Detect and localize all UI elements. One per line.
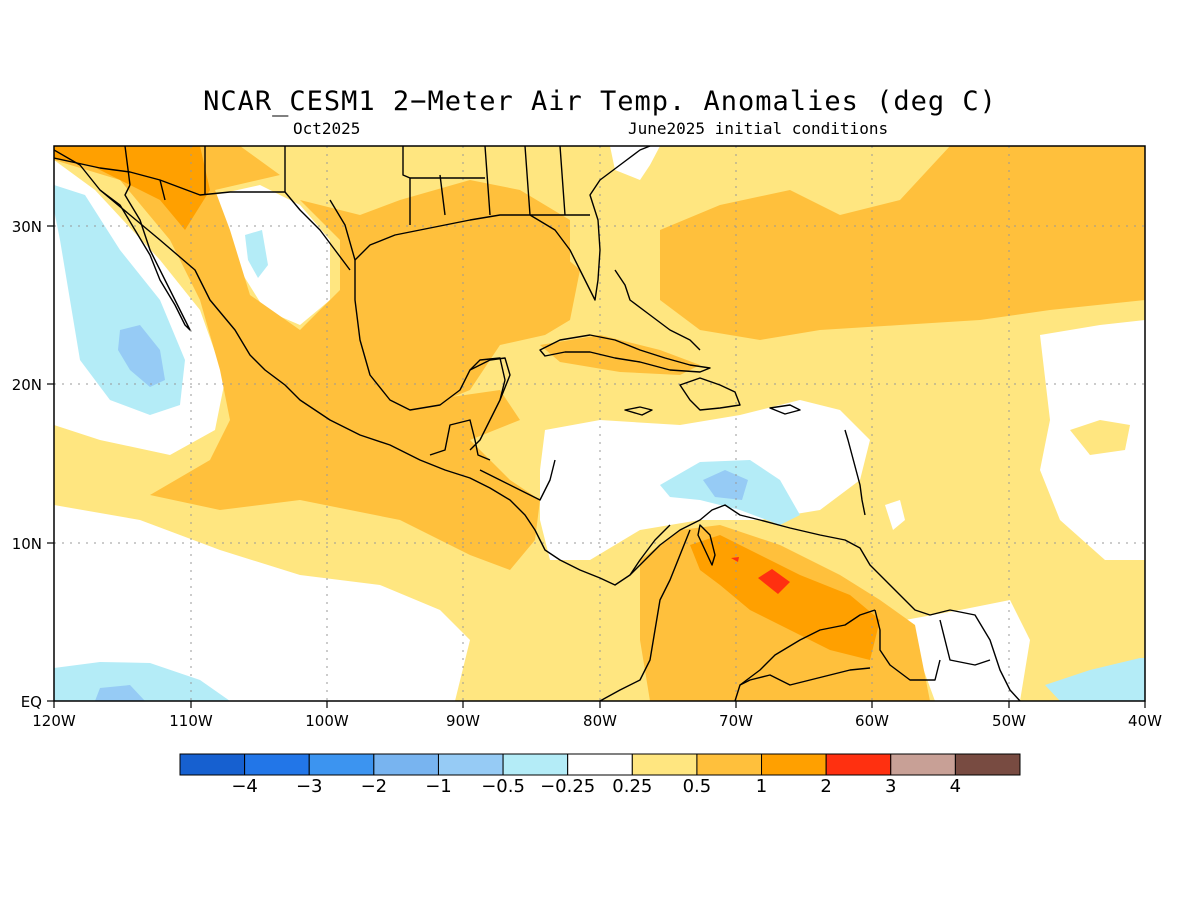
colorbar-label-1: −3 [296, 776, 323, 797]
colorbar-swatch-6 [567, 753, 633, 776]
colorbar-swatch-1 [244, 753, 310, 776]
colorbar-swatch-8 [696, 753, 763, 776]
y-tick-10n: 10N [12, 535, 42, 553]
colorbar-swatch-11 [890, 753, 956, 776]
colorbar-label-5: −0.25 [540, 776, 595, 797]
colorbar-swatch-4 [437, 753, 504, 776]
field-lightblue-caribbean [703, 470, 748, 500]
anomaly-field [54, 146, 1145, 701]
border-honduras-nicaragua [479, 459, 556, 501]
border-suriname-french-guiana [939, 619, 991, 666]
x-tick-50w: 50W [992, 712, 1026, 730]
colorbar-label-4: −0.5 [481, 776, 525, 797]
chart-title: NCAR_CESM1 2−Meter Air Temp. Anomalies (… [203, 86, 997, 117]
init-conditions-label: June2025 initial conditions [628, 119, 889, 138]
field-lightblue-southwest [95, 685, 145, 701]
field-orange-venezuela [690, 535, 880, 660]
colorbar: −4 −3 −2 −1 −0.5 −0.25 0.25 0.5 1 2 3 4 [179, 753, 1021, 797]
colorbar-swatch-2 [308, 753, 375, 776]
coastline-lesser-antilles [844, 429, 866, 516]
border-us-states [204, 146, 590, 225]
coastline-hispaniola [679, 377, 741, 411]
x-tick-70w: 70W [719, 712, 753, 730]
x-tick-110w: 110W [169, 712, 213, 730]
colorbar-label-10: 3 [885, 776, 896, 797]
colorbar-swatch-0 [179, 753, 246, 776]
x-tick-100w: 100W [305, 712, 349, 730]
coastline-bahamas [614, 269, 701, 351]
border-venezuela-brazil [739, 609, 876, 686]
border-guatemala-mexico [429, 419, 491, 461]
field-red-dot [731, 557, 739, 562]
field-lightcyan-southeast [1045, 658, 1145, 701]
valid-month-label: Oct2025 [293, 119, 361, 138]
colorbar-label-11: 4 [950, 776, 961, 797]
y-tick-eq: EQ [21, 693, 42, 711]
field-lightblue-baja-pacific [118, 325, 165, 387]
colorbar-label-9: 2 [820, 776, 831, 797]
colorbar-swatch-9 [761, 753, 827, 776]
colorbar-swatch-5 [502, 753, 569, 776]
coastlines [54, 146, 1021, 701]
y-tick-30n: 30N [12, 218, 42, 236]
field-lightorange-atlantic-north [660, 146, 1145, 340]
field-lightcyan-southwest [54, 662, 230, 701]
coastline-jamaica [624, 406, 653, 416]
field-lightorange-cuba [540, 335, 700, 375]
coastline-lake-maracaibo [697, 524, 716, 566]
field-white-northeast-corner [610, 146, 660, 180]
colorbar-swatch-12 [954, 753, 1021, 776]
y-axis-labels: EQ 10N 20N 30N [12, 218, 42, 711]
x-tick-80w: 80W [583, 712, 617, 730]
border-south-west [734, 667, 871, 701]
grid-lines [54, 146, 1145, 701]
x-axis-labels: 120W 110W 100W 90W 80W 70W 60W 50W 40W [32, 712, 1162, 730]
coastline-pacific-mexico-central-america [54, 149, 671, 586]
coastline-cuba [539, 334, 711, 373]
field-lightorange-east-atlantic-patch [1070, 420, 1130, 455]
colorbar-label-0: −4 [231, 776, 258, 797]
colorbar-label-7: 0.5 [683, 776, 712, 797]
field-red-venezuela [758, 569, 790, 594]
field-white-atlantic-patch [885, 500, 905, 530]
border-guyana [874, 609, 941, 681]
field-white-northwest-mexico [215, 185, 330, 325]
colorbar-label-6: 0.25 [612, 776, 652, 797]
field-orange-northwest-mexico [54, 146, 210, 230]
coastline-gulf-of-mexico [329, 199, 506, 451]
coastline-us-gulf [354, 146, 651, 301]
colorbar-swatch-10 [825, 753, 892, 776]
coastline-south-america [629, 504, 1021, 701]
x-tick-90w: 90W [446, 712, 480, 730]
colorbar-swatch-7 [631, 753, 698, 776]
x-tick-40w: 40W [1128, 712, 1162, 730]
x-tick-60w: 60W [855, 712, 889, 730]
border-venezuela-colombia [599, 529, 691, 701]
tick-marks [47, 225, 1146, 708]
x-tick-120w: 120W [32, 712, 76, 730]
coastline-yucatan [469, 357, 511, 401]
y-tick-20n: 20N [12, 376, 42, 394]
border-mexico-states [124, 146, 166, 201]
coastline-puerto-rico [769, 404, 801, 415]
field-white-eastern-pacific-south [54, 505, 470, 701]
border-mexico-us [54, 157, 351, 271]
field-lightcyan-northwest [245, 230, 268, 278]
colorbar-label-3: −1 [425, 776, 452, 797]
colorbar-swatch-3 [373, 753, 439, 776]
field-lightorange-gulf-of-mexico [350, 220, 580, 410]
coastline-baja-california [99, 184, 191, 331]
colorbar-label-8: 1 [756, 776, 767, 797]
colorbar-label-2: −2 [361, 776, 388, 797]
